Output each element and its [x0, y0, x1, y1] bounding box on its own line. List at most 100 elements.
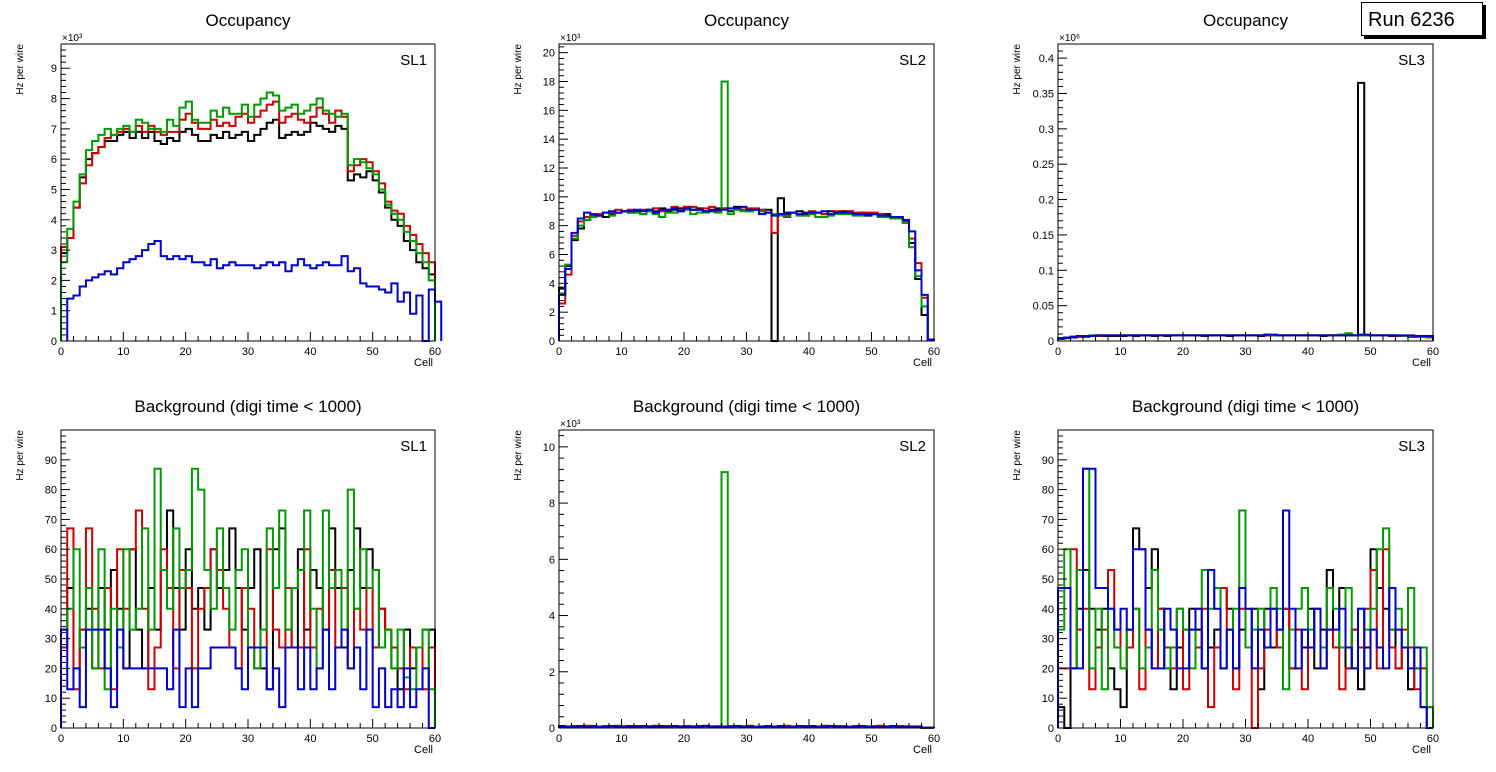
x-tick-label: 30: [1239, 733, 1251, 745]
chart-title: Occupancy: [704, 11, 790, 30]
x-tick-label: 50: [865, 733, 877, 745]
y-axis-title: Hz per wire: [513, 430, 524, 481]
y-tick-label: 6: [549, 249, 555, 261]
y-tick-label: 16: [543, 105, 555, 117]
x-tick-label: 60: [928, 346, 940, 358]
x-tick-label: 40: [803, 733, 815, 745]
x-tick-label: 10: [1114, 346, 1126, 358]
x-tick-label: 40: [803, 346, 815, 358]
x-tick-label: 60: [1427, 733, 1439, 745]
y-tick-label: 0: [549, 723, 555, 735]
chart-title: Background (digi time < 1000): [1132, 397, 1359, 416]
y-tick-label: 1: [51, 306, 57, 318]
x-tick-label: 50: [1364, 346, 1376, 358]
x-tick-label: 0: [556, 346, 562, 358]
y-tick-label: 80: [1042, 485, 1054, 497]
y-tick-label: 4: [549, 611, 555, 623]
x-tick-label: 10: [615, 733, 627, 745]
plot-frame: [558, 43, 935, 342]
x-tick-label: 30: [740, 346, 752, 358]
y-tick-label: 0: [1048, 336, 1054, 348]
series-blue: [60, 628, 435, 729]
chart-title: Occupancy: [1203, 11, 1289, 30]
y-exponent: ×10³: [560, 33, 581, 44]
y-tick-label: 5: [51, 184, 57, 196]
chart-6: Background (digi time < 1000) 0 10 20 30 40 50…: [1012, 397, 1439, 756]
superlayer-label: SL1: [400, 438, 427, 455]
y-tick-label: 14: [543, 134, 555, 146]
x-axis-title: Cell: [913, 744, 932, 756]
x-axis-title: Cell: [913, 357, 932, 369]
x-tick-label: 30: [242, 346, 254, 358]
x-tick-label: 60: [1427, 346, 1439, 358]
series-blue: [1057, 467, 1433, 729]
y-tick-label: 6: [549, 554, 555, 566]
x-tick-label: 10: [117, 733, 129, 745]
y-tick-label: 0: [51, 723, 57, 735]
y-tick-label: 2: [549, 667, 555, 679]
x-axis-title: Cell: [414, 357, 433, 369]
x-tick-label: 0: [58, 346, 64, 358]
y-tick-label: 9: [51, 63, 57, 75]
y-tick-label: 0.3: [1039, 124, 1054, 136]
x-tick-label: 20: [180, 346, 192, 358]
x-tick-label: 40: [1302, 733, 1314, 745]
run-label: Run 6236: [1361, 2, 1483, 36]
series-blue: [1057, 333, 1434, 341]
y-tick-label: 8: [549, 498, 555, 510]
y-tick-label: 70: [1042, 514, 1054, 526]
y-axis-title: Hz per wire: [513, 44, 524, 95]
x-tick-label: 0: [58, 733, 64, 745]
x-tick-label: 0: [556, 733, 562, 745]
y-tick-label: 0: [51, 336, 57, 348]
y-tick-label: 70: [45, 514, 57, 526]
y-tick-label: 0.1: [1039, 265, 1054, 277]
superlayer-label: SL2: [899, 438, 926, 455]
y-axis-title: Hz per wire: [1012, 430, 1023, 481]
y-tick-label: 10: [1042, 693, 1054, 705]
x-tick-label: 20: [1177, 346, 1189, 358]
y-tick-label: 10: [543, 192, 555, 204]
y-tick-label: 18: [543, 76, 555, 88]
y-tick-label: 0: [549, 336, 555, 348]
chart-title: Background (digi time < 1000): [633, 397, 860, 416]
x-tick-label: 40: [304, 346, 316, 358]
x-tick-label: 50: [865, 346, 877, 358]
y-tick-label: 40: [45, 604, 57, 616]
x-tick-label: 30: [740, 733, 752, 745]
y-tick-label: 6: [51, 154, 57, 166]
chart-title: Background (digi time < 1000): [134, 397, 361, 416]
series-green: [558, 471, 935, 729]
superlayer-label: SL2: [899, 52, 926, 69]
x-tick-label: 10: [615, 346, 627, 358]
y-exponent: ×10³: [62, 33, 83, 44]
y-tick-label: 4: [549, 278, 555, 290]
y-tick-label: 50: [1042, 574, 1054, 586]
series-black: [1057, 81, 1434, 341]
y-tick-label: 30: [1042, 634, 1054, 646]
y-tick-label: 2: [549, 307, 555, 319]
y-tick-label: 8: [549, 221, 555, 233]
y-tick-label: 0: [1048, 723, 1054, 735]
y-tick-label: 60: [1042, 544, 1054, 556]
x-tick-label: 50: [1364, 733, 1376, 745]
x-tick-label: 30: [1239, 346, 1251, 358]
y-tick-label: 20: [45, 663, 57, 675]
x-axis-title: Cell: [1412, 744, 1431, 756]
x-tick-label: 60: [429, 346, 441, 358]
superlayer-label: SL3: [1398, 438, 1425, 455]
x-tick-label: 60: [429, 733, 441, 745]
y-tick-label: 12: [543, 163, 555, 175]
y-tick-label: 0.15: [1033, 230, 1054, 242]
y-exponent: ×10⁶: [1059, 33, 1080, 44]
y-tick-label: 10: [45, 693, 57, 705]
series-red: [558, 205, 935, 341]
y-tick-label: 0.2: [1039, 195, 1054, 207]
y-tick-label: 20: [543, 48, 555, 60]
x-tick-label: 40: [1302, 346, 1314, 358]
y-tick-label: 50: [45, 574, 57, 586]
x-tick-label: 30: [242, 733, 254, 745]
x-tick-label: 10: [1114, 733, 1126, 745]
y-tick-label: 3: [51, 245, 57, 257]
